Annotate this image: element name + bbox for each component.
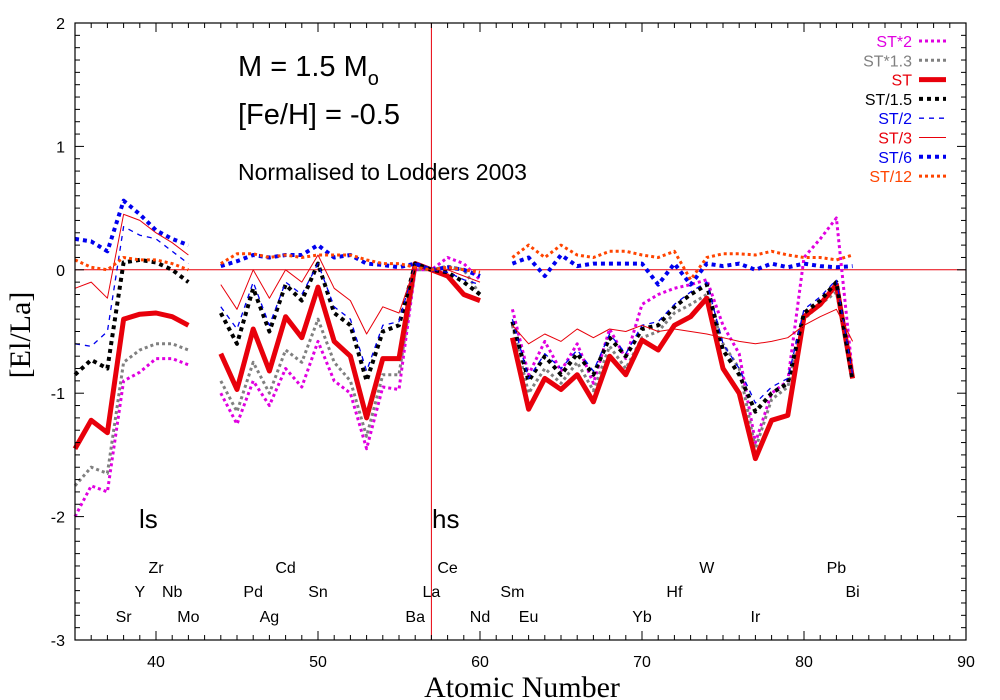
series-line bbox=[74, 256, 189, 272]
legend: ST*2 ST*1.3 ST ST/1.5 ST/2 ST/3 ST/6 ST/12 bbox=[863, 34, 946, 186]
element-label: Ag bbox=[260, 609, 280, 626]
element-label: Sn bbox=[308, 584, 328, 601]
element-label: Pb bbox=[827, 560, 847, 577]
series-line bbox=[73, 257, 190, 377]
legend-label: ST/1.5 bbox=[865, 92, 912, 109]
series bbox=[73, 216, 855, 518]
normalisation-annotation: Normalised to Lodders 2003 bbox=[238, 159, 527, 185]
x-tick-label: 60 bbox=[471, 654, 489, 671]
series-line bbox=[74, 213, 189, 299]
element-label: Cd bbox=[275, 560, 295, 577]
series bbox=[73, 264, 855, 487]
series-line bbox=[511, 279, 854, 404]
x-tick-label: 50 bbox=[309, 654, 327, 671]
y-tick-label: -1 bbox=[51, 386, 65, 403]
series-line bbox=[220, 254, 481, 335]
y-tick-label: -2 bbox=[51, 510, 65, 527]
legend-label: ST/12 bbox=[869, 169, 912, 186]
element-label: Hf bbox=[666, 584, 683, 601]
element-label: Bi bbox=[845, 584, 859, 601]
tick-labels: 40 50 60 70 80 90 -3 -2 -1 0 1 2 bbox=[51, 16, 975, 671]
element-label: Sm bbox=[500, 584, 524, 601]
element-label: Sr bbox=[116, 609, 133, 626]
plot-frame bbox=[74, 22, 967, 641]
element-label: Zr bbox=[148, 560, 164, 577]
series-line bbox=[510, 216, 855, 445]
element-label: Ce bbox=[437, 560, 458, 577]
series-line bbox=[73, 342, 189, 487]
y-tick-label: -3 bbox=[51, 633, 65, 650]
series-line bbox=[511, 253, 853, 287]
y-axis-label: [El/La] bbox=[4, 292, 37, 379]
series-line bbox=[219, 264, 482, 438]
series bbox=[74, 225, 854, 404]
series-line bbox=[73, 357, 189, 518]
legend-label: ST*1.3 bbox=[863, 53, 912, 70]
series-line bbox=[510, 280, 855, 414]
series-line bbox=[511, 243, 854, 282]
element-label: Eu bbox=[519, 609, 539, 626]
mass-annotation: M = 1.5 Mo bbox=[238, 51, 379, 90]
element-label: Nd bbox=[470, 609, 490, 626]
series-line bbox=[220, 252, 481, 274]
mass-main-text: M = 1.5 M bbox=[238, 51, 368, 83]
legend-label: ST bbox=[892, 73, 913, 90]
series bbox=[74, 213, 854, 345]
element-label: Ba bbox=[405, 609, 425, 626]
mass-sub-text: o bbox=[368, 68, 379, 90]
element-label: Y bbox=[134, 584, 145, 601]
x-tick-label: 70 bbox=[633, 654, 651, 671]
series bbox=[72, 261, 856, 462]
x-tick-label: 80 bbox=[795, 654, 813, 671]
y-tick-label: 1 bbox=[56, 139, 65, 156]
series-layer bbox=[72, 198, 856, 518]
series-line bbox=[510, 290, 855, 451]
series bbox=[74, 243, 854, 282]
series-line bbox=[72, 310, 190, 450]
element-label: Pd bbox=[243, 584, 263, 601]
legend-label: ST/3 bbox=[878, 131, 912, 148]
series-line bbox=[74, 225, 189, 347]
legend-label: ST*2 bbox=[876, 34, 912, 51]
ls-annotation: ls bbox=[139, 504, 158, 534]
legend-label: ST/6 bbox=[878, 150, 912, 167]
element-label: Mo bbox=[177, 609, 199, 626]
element-label: Nb bbox=[162, 584, 183, 601]
element-label: Ir bbox=[751, 609, 761, 626]
series-line bbox=[220, 262, 481, 372]
series-line bbox=[512, 308, 854, 345]
element-label: Yb bbox=[632, 609, 652, 626]
series-line bbox=[74, 198, 190, 254]
element-labels: Zr Cd Ce W Pb Y Nb Pd Sn La Sm Hf Bi Sr Mo Ag Ba Nd Eu Yb Ir bbox=[116, 560, 860, 626]
reference-lines bbox=[75, 23, 966, 640]
axis-ticks bbox=[74, 22, 967, 641]
y-tick-label: 2 bbox=[56, 16, 65, 33]
element-label: La bbox=[423, 584, 441, 601]
y-tick-label: 0 bbox=[56, 263, 65, 280]
legend-label: ST/2 bbox=[878, 111, 912, 128]
metallicity-annotation: [Fe/H] = -0.5 bbox=[238, 99, 400, 131]
x-axis-label: Atomic Number bbox=[424, 671, 620, 700]
x-tick-label: 90 bbox=[957, 654, 975, 671]
x-tick-label: 40 bbox=[147, 654, 165, 671]
element-label: W bbox=[699, 560, 715, 577]
hs-annotation: hs bbox=[432, 504, 459, 534]
series-line bbox=[509, 282, 856, 462]
